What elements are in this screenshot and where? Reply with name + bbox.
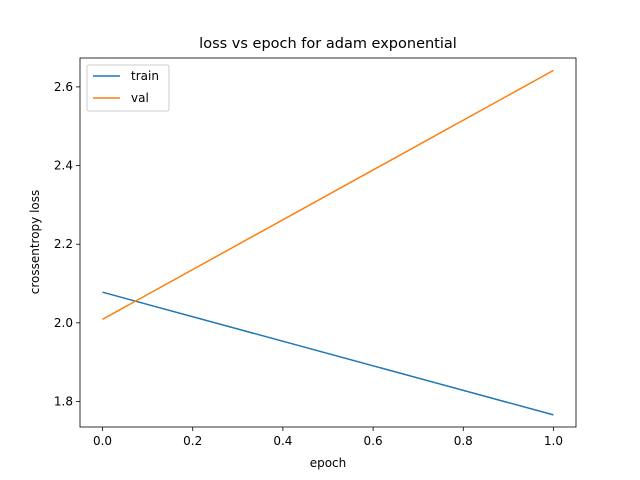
x-tick-label: 0.6 xyxy=(364,434,383,448)
x-tick-label: 0.2 xyxy=(183,434,202,448)
legend-label-train: train xyxy=(131,69,159,83)
x-tick-label: 0.8 xyxy=(454,434,473,448)
plot-frame xyxy=(79,57,577,428)
series-line-train xyxy=(102,291,554,416)
x-axis-label: epoch xyxy=(310,456,347,470)
y-axis-ticks: 1.8 2.0 2.2 2.4 2.6 xyxy=(54,80,80,409)
legend-label-val: val xyxy=(131,91,149,105)
x-tick-label: 0.0 xyxy=(93,434,112,448)
plot-area xyxy=(80,58,576,427)
x-tick-label: 0.4 xyxy=(273,434,292,448)
y-tick-label: 2.4 xyxy=(54,159,73,173)
y-tick-label: 1.8 xyxy=(54,395,73,409)
y-axis-label: crossentropy loss xyxy=(28,190,42,295)
y-tick-label: 2.2 xyxy=(54,237,73,251)
legend: train val xyxy=(86,64,170,112)
chart-title: loss vs epoch for adam exponential xyxy=(199,36,457,52)
x-tick-label: 1.0 xyxy=(544,434,563,448)
x-axis-ticks: 0.0 0.2 0.4 0.6 0.8 1.0 xyxy=(93,427,563,448)
y-tick-label: 2.6 xyxy=(54,80,73,94)
series-line-val xyxy=(102,69,554,320)
series-lines xyxy=(102,69,554,416)
y-tick-label: 2.0 xyxy=(54,316,73,330)
